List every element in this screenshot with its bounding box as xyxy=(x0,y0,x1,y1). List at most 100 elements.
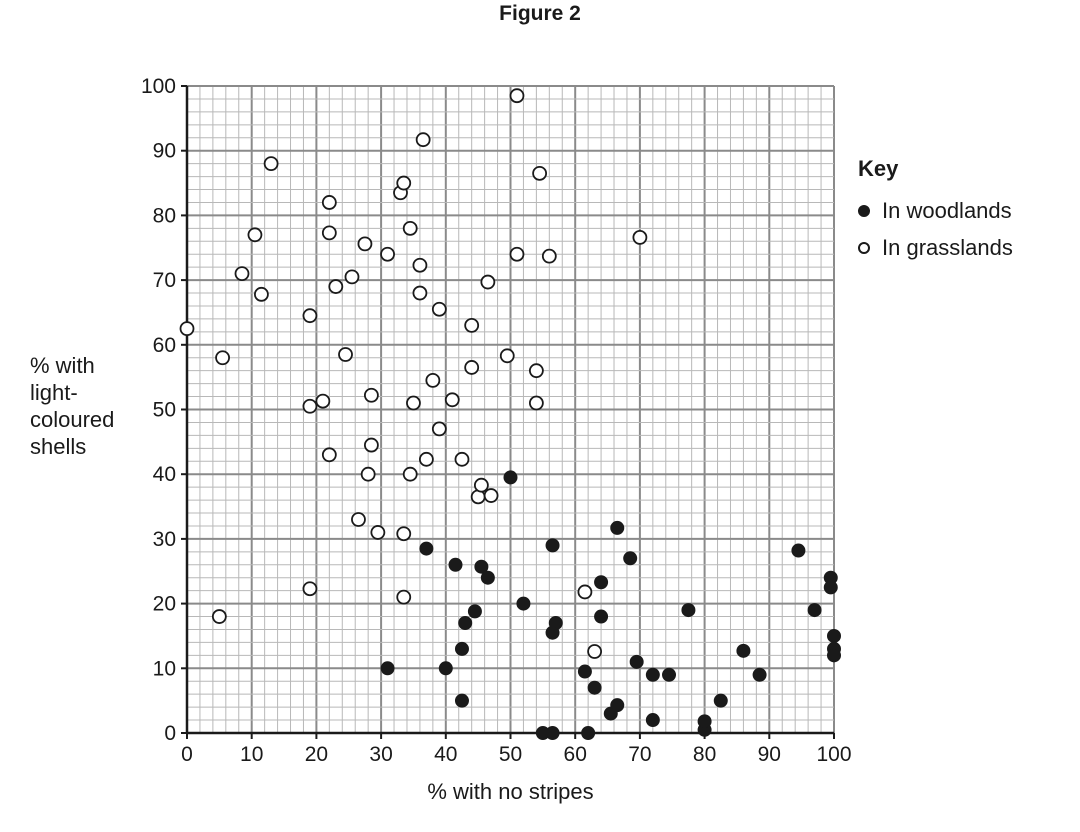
grassland-point xyxy=(315,393,331,409)
y-tick-label: 10 xyxy=(153,657,176,680)
woodland-point xyxy=(697,714,712,729)
grassland-point xyxy=(338,347,353,362)
grassland-point xyxy=(509,246,525,262)
grassland-point xyxy=(412,285,428,301)
y-tick-label: 0 xyxy=(164,722,176,745)
y-tick-label: 30 xyxy=(153,528,176,551)
woodland-point xyxy=(681,603,696,618)
y-tick-label: 100 xyxy=(141,75,176,98)
grassland-point xyxy=(412,257,428,273)
grassland-point xyxy=(321,225,337,241)
grassland-point xyxy=(370,525,386,540)
legend-label-grasslands: In grasslands xyxy=(882,234,1013,260)
grassland-point xyxy=(418,451,434,467)
grassland-point xyxy=(541,248,557,264)
woodland-point xyxy=(827,628,841,643)
grassland-point xyxy=(464,360,480,375)
legend: Key In woodlands In grasslands xyxy=(858,156,1013,266)
grassland-point xyxy=(357,236,373,252)
woodland-point xyxy=(454,693,469,708)
y-axis-label-line-4: shells xyxy=(30,434,87,459)
legend-item-grasslands: In grasslands xyxy=(858,229,1013,266)
woodland-point xyxy=(807,603,822,618)
grassland-point xyxy=(363,437,379,453)
woodland-point xyxy=(438,661,453,676)
grassland-point xyxy=(425,372,441,388)
grassland-point xyxy=(509,88,525,104)
grassland-point xyxy=(396,526,412,542)
legend-item-woodlands: In woodlands xyxy=(858,192,1013,229)
grassland-point xyxy=(302,398,318,414)
grassland-point xyxy=(444,392,460,408)
grassland-point xyxy=(215,350,230,366)
x-tick-label: 80 xyxy=(693,743,716,766)
grassland-point xyxy=(234,266,250,282)
grassland-point xyxy=(321,447,337,463)
y-tick-label: 60 xyxy=(153,334,176,357)
woodland-point xyxy=(474,559,489,574)
woodland-point xyxy=(587,680,602,695)
grassland-point xyxy=(415,132,431,148)
woodland-point xyxy=(645,713,660,728)
grassland-point xyxy=(499,348,515,364)
woodland-point xyxy=(545,726,560,740)
woodland-point xyxy=(545,538,560,553)
woodland-point xyxy=(713,693,728,708)
x-tick-label: 20 xyxy=(305,743,328,766)
woodland-point xyxy=(458,616,473,631)
legend-label-woodlands: In woodlands xyxy=(882,197,1012,223)
grassland-point xyxy=(254,286,269,302)
woodland-point xyxy=(454,641,469,656)
grassland-point xyxy=(632,229,648,245)
woodland-point xyxy=(467,604,482,619)
grassland-point xyxy=(454,451,470,467)
y-tick-label: 40 xyxy=(153,463,176,486)
grassland-point xyxy=(431,301,447,317)
woodland-point xyxy=(577,664,592,679)
x-tick-label: 90 xyxy=(758,743,781,766)
y-axis-label-line-1: % with xyxy=(30,353,95,378)
x-tick-label: 100 xyxy=(816,743,851,766)
woodland-point xyxy=(645,667,660,682)
woodland-point xyxy=(610,698,625,713)
grassland-point xyxy=(302,308,318,324)
y-tick-label: 80 xyxy=(153,204,176,227)
x-tick-label: 10 xyxy=(240,743,263,766)
grassland-point xyxy=(302,581,318,597)
woodland-point xyxy=(545,625,560,640)
y-tick-label: 50 xyxy=(153,399,176,422)
woodland-point xyxy=(480,570,495,585)
x-tick-label: 50 xyxy=(499,743,522,766)
grassland-point xyxy=(247,227,263,243)
grassland-point xyxy=(528,363,544,379)
grassland-point xyxy=(402,466,418,482)
x-tick-label: 60 xyxy=(564,743,587,766)
grassland-point xyxy=(344,269,360,285)
grassland-point xyxy=(402,220,418,236)
x-tick-label: 0 xyxy=(181,743,193,766)
woodland-point xyxy=(827,648,841,663)
woodland-point xyxy=(419,541,434,556)
woodland-point xyxy=(623,551,638,566)
grassland-point xyxy=(328,279,344,294)
grassland-point xyxy=(528,395,544,411)
woodland-point xyxy=(516,596,531,611)
grassland-point xyxy=(431,421,447,437)
x-tick-label: 30 xyxy=(369,743,392,766)
woodland-point xyxy=(594,575,609,590)
woodland-point xyxy=(448,557,463,572)
grassland-point xyxy=(483,488,499,503)
woodland-point xyxy=(752,667,767,682)
figure-title: Figure 2 xyxy=(499,2,581,25)
filled-circle-icon xyxy=(858,204,870,217)
y-axis-label: % with light- coloured shells xyxy=(30,352,114,460)
y-tick-label: 70 xyxy=(153,269,176,292)
grassland-point xyxy=(480,274,496,290)
open-circle-icon xyxy=(858,241,870,254)
grassland-point xyxy=(473,477,489,493)
x-tick-label: 40 xyxy=(434,743,457,766)
grassland-point xyxy=(464,317,480,333)
woodland-point xyxy=(736,643,751,658)
grassland-point xyxy=(406,395,421,411)
